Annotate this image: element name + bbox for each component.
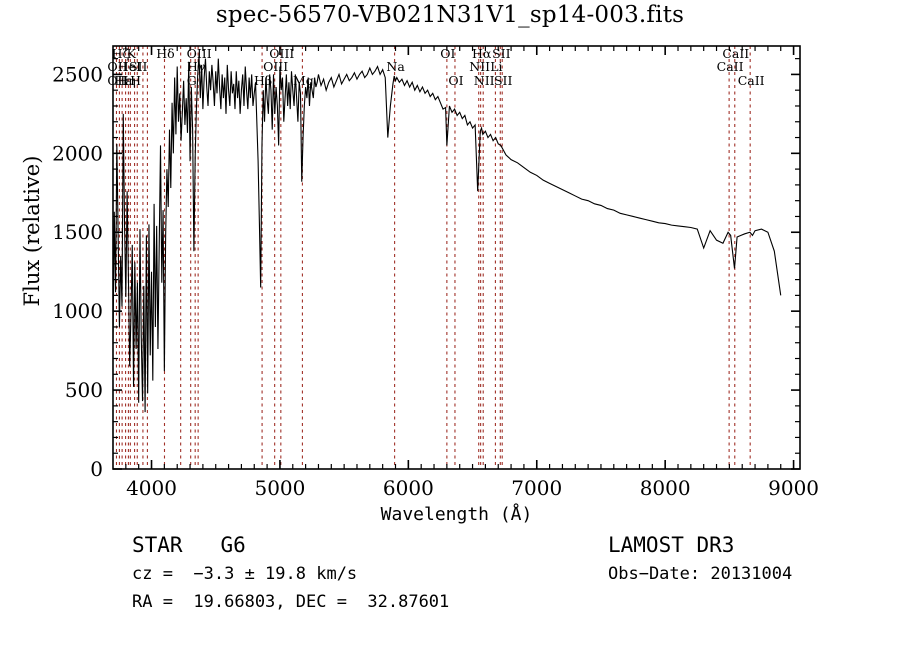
svg-text:Hβ: Hβ <box>254 73 272 88</box>
svg-text:SII: SII <box>129 59 148 74</box>
svg-text:0: 0 <box>90 457 103 481</box>
svg-text:OI: OI <box>448 73 463 88</box>
svg-text:5000: 5000 <box>254 476 305 500</box>
svg-text:8000: 8000 <box>640 476 691 500</box>
object-class: STAR G6 <box>132 533 246 557</box>
svg-text:G: G <box>187 73 197 88</box>
svg-text:SII: SII <box>494 73 513 88</box>
redshift-value: cz = −3.3 ± 19.8 km/s <box>132 564 358 584</box>
svg-text:CaII: CaII <box>738 73 765 88</box>
svg-text:NII: NII <box>469 59 490 74</box>
x-axis-label: Wavelength (Å) <box>380 504 533 525</box>
svg-text:OIII: OIII <box>263 59 288 74</box>
x-axis-ticks: 4000 5000 6000 7000 8000 9000 <box>125 46 819 500</box>
y-axis-ticks: 0 500 1000 1500 2000 2500 <box>52 58 800 481</box>
spectrum-chart: Flux (relative) OII OII Hζ Hε Hη HeI K H SII Hδ G H… <box>0 36 900 526</box>
svg-text:Hδ: Hδ <box>156 46 174 61</box>
svg-text:Hη: Hη <box>117 73 135 88</box>
svg-text:H: H <box>130 73 141 88</box>
spectrum-trace <box>112 55 782 413</box>
svg-text:CaII: CaII <box>722 46 749 61</box>
spectrum-plot-svg: OIIOIIHζHεHηHeIKHSIIHδGHγOIIIHβOIIIOIIIM… <box>52 45 819 500</box>
svg-text:HeI: HeI <box>118 59 141 74</box>
obs-date: Obs−Date: 20131004 <box>608 564 793 584</box>
svg-text:Hγ: Hγ <box>187 59 205 74</box>
svg-text:7000: 7000 <box>511 476 562 500</box>
svg-text:NII: NII <box>474 73 495 88</box>
svg-text:Na: Na <box>386 59 405 74</box>
line-markers <box>115 46 751 469</box>
svg-text:OI: OI <box>440 46 455 61</box>
plot-frame <box>112 45 801 470</box>
page-title: spec-56570-VB021N31V1_sp14-003.fits <box>215 2 685 28</box>
svg-text:OIII: OIII <box>269 46 294 61</box>
svg-text:1500: 1500 <box>52 220 103 244</box>
metadata-footer: STAR G6 cz = −3.3 ± 19.8 km/s RA = 19.66… <box>0 530 900 640</box>
svg-text:K: K <box>127 46 137 61</box>
svg-text:2500: 2500 <box>52 62 103 86</box>
svg-text:CaII: CaII <box>717 59 744 74</box>
svg-text:1000: 1000 <box>52 299 103 323</box>
svg-text:9000: 9000 <box>768 476 819 500</box>
y-axis-label: Flux (relative) <box>20 155 44 307</box>
object-info-block: STAR G6 cz = −3.3 ± 19.8 km/s RA = 19.66… <box>132 530 449 616</box>
svg-text:4000: 4000 <box>126 476 177 500</box>
survey-info-block: LAMOST DR3 Obs−Date: 20131004 <box>608 530 792 588</box>
svg-text:6000: 6000 <box>383 476 434 500</box>
svg-text:Hα: Hα <box>472 46 492 61</box>
coordinates-value: RA = 19.66803, DEC = 32.87601 <box>132 592 450 612</box>
svg-text:500: 500 <box>65 378 103 402</box>
svg-text:SII: SII <box>492 46 511 61</box>
svg-text:Hζ: Hζ <box>112 46 130 61</box>
svg-text:2000: 2000 <box>52 141 103 165</box>
svg-text:OIII: OIII <box>187 46 212 61</box>
svg-text:Hε: Hε <box>114 73 131 88</box>
survey-name: LAMOST DR3 <box>608 533 735 557</box>
svg-text:Li: Li <box>490 59 502 74</box>
